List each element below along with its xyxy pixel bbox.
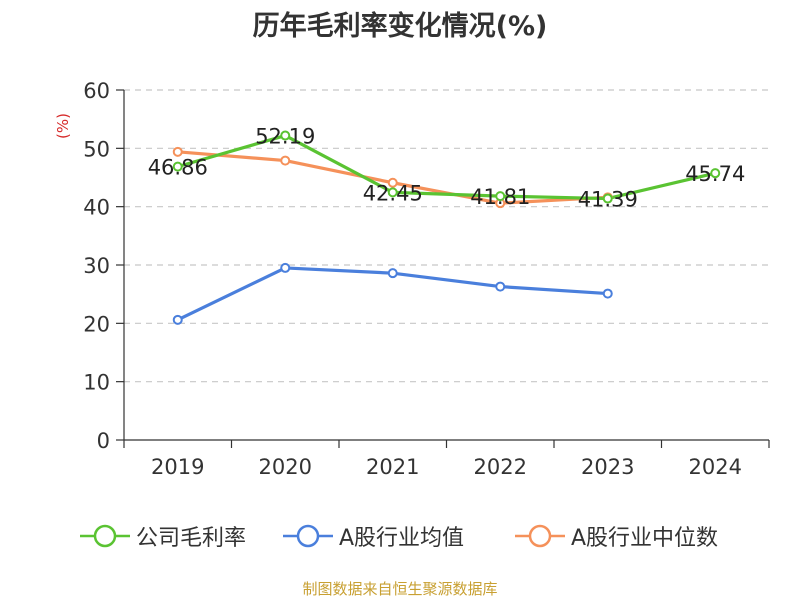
y-tick-label: 40	[83, 196, 110, 220]
data-label: 46.86	[148, 156, 208, 180]
legend-marker	[515, 524, 565, 548]
data-label: 41.81	[470, 185, 530, 209]
data-point	[172, 161, 183, 172]
data-point	[387, 187, 398, 198]
legend-label: A股行业均值	[339, 526, 465, 551]
x-tick-label: 2023	[581, 455, 634, 479]
y-tick-label: 30	[83, 254, 110, 278]
source-note: 制图数据来自恒生聚源数据库	[302, 580, 498, 598]
data-point	[280, 262, 291, 273]
x-tick-label: 2020	[259, 455, 312, 479]
legend-label: A股行业中位数	[571, 526, 719, 551]
data-label: 45.74	[685, 162, 745, 186]
legend-marker	[80, 524, 130, 548]
data-point	[495, 281, 506, 292]
legend-item: A股行业均值	[283, 518, 464, 554]
data-label: 42.45	[363, 181, 423, 205]
legend-item: 公司毛利率	[80, 518, 246, 554]
x-tick-label: 2021	[366, 455, 419, 479]
y-axis-label: (%)	[54, 113, 72, 139]
x-tick-label: 2019	[151, 455, 204, 479]
series-lines	[177, 133, 716, 322]
legend: 公司毛利率 A股行业均值 A股行业中位数	[0, 518, 800, 554]
data-point	[710, 168, 721, 179]
data-point	[172, 146, 183, 157]
data-point	[280, 130, 291, 141]
data-label: 41.39	[578, 188, 638, 212]
x-tick-label: 2022	[474, 455, 527, 479]
axes: 0 10 20 30 40 50 60 2019 2020 2021 2022 2023 2024 (%)	[54, 79, 770, 479]
x-tick-label: 2024	[689, 455, 742, 479]
legend-item: A股行业中位数	[515, 518, 718, 554]
y-tick-label: 60	[83, 79, 110, 103]
data-point	[280, 155, 291, 166]
data-point	[602, 288, 613, 299]
legend-label: 公司毛利率	[136, 526, 247, 551]
y-tick-label: 50	[83, 137, 110, 161]
data-point	[387, 177, 398, 188]
data-points	[172, 130, 721, 325]
y-tick-label: 10	[83, 371, 110, 395]
data-label: 52.19	[255, 125, 315, 149]
data-point	[172, 314, 183, 325]
series-line-0	[177, 133, 716, 201]
legend-marker	[283, 524, 333, 548]
data-point	[602, 193, 613, 204]
y-tick-label: 20	[83, 312, 110, 336]
y-tick-label: 0	[97, 429, 110, 453]
grid-lines	[124, 89, 769, 383]
data-labels: 46.86 52.19 42.45 41.81 41.39 45.74	[148, 125, 746, 212]
chart-title: 历年毛利率变化情况(%)	[252, 11, 548, 42]
data-point	[387, 268, 398, 279]
data-point	[495, 191, 506, 202]
